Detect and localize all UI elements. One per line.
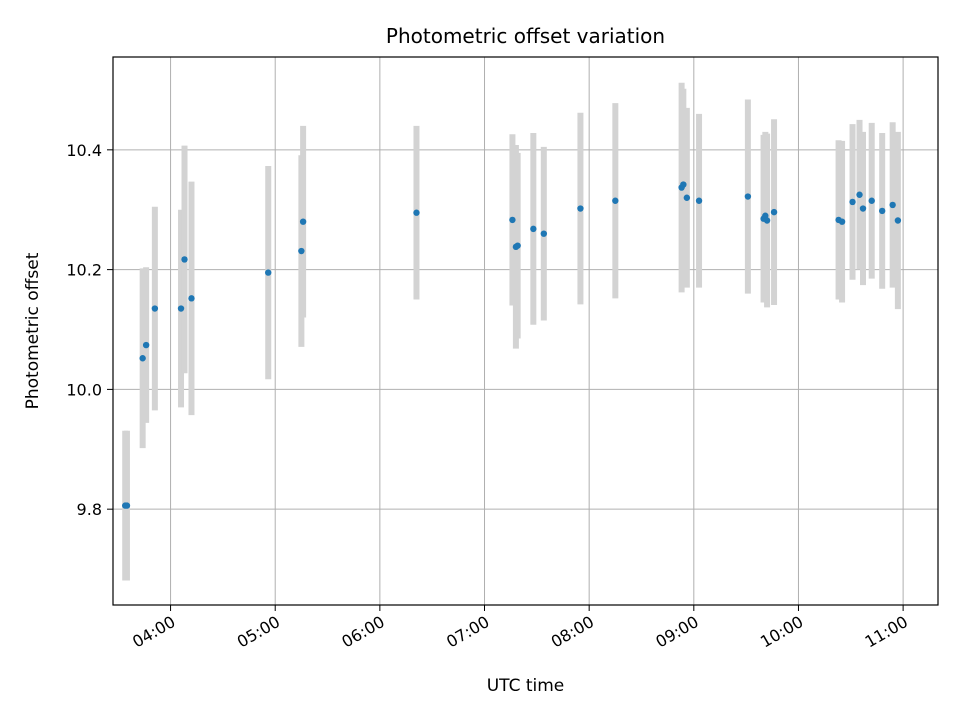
- data-point: [265, 269, 272, 276]
- data-point: [856, 191, 863, 198]
- grid: [113, 57, 938, 605]
- data-point: [540, 230, 548, 237]
- x-tick-label: 04:00: [129, 612, 178, 652]
- data-points: [122, 181, 902, 509]
- data-point: [859, 205, 867, 212]
- data-point: [299, 218, 307, 225]
- data-point: [878, 207, 886, 215]
- x-tick-label: 10:00: [757, 612, 806, 652]
- data-point: [151, 305, 159, 312]
- y-axis-ticks: 9.8 10.0 10.2 10.4: [66, 141, 113, 519]
- data-point: [577, 205, 584, 212]
- data-point: [413, 209, 420, 216]
- data-point: [612, 197, 619, 204]
- data-point: [849, 198, 856, 206]
- x-tick-label: 11:00: [862, 612, 911, 652]
- data-point: [509, 216, 516, 224]
- x-tick-label: 05:00: [234, 612, 283, 652]
- data-point: [188, 295, 195, 302]
- x-tick-label: 06:00: [338, 612, 387, 652]
- y-axis-title: Photometric offset: [23, 252, 43, 409]
- data-point: [763, 217, 771, 224]
- data-point: [838, 218, 846, 225]
- y-tick-label: 10.2: [66, 261, 102, 280]
- x-tick-label: 08:00: [548, 612, 597, 652]
- data-point: [868, 197, 875, 204]
- x-axis-ticks: 04:00 05:00 06:00 07:00 08:00 09:00 10:00 11:00: [129, 605, 911, 652]
- plot-frame: [112, 56, 939, 606]
- y-tick-label: 10.0: [66, 380, 102, 399]
- data-point: [683, 194, 691, 201]
- data-point: [123, 502, 131, 509]
- data-point: [142, 341, 150, 349]
- x-tick-label: 09:00: [652, 612, 701, 652]
- chart-title: Photometric offset variation: [386, 24, 665, 48]
- y-tick-label: 10.4: [66, 141, 102, 160]
- data-point: [770, 208, 778, 216]
- data-point: [139, 355, 146, 362]
- data-point: [514, 242, 521, 249]
- data-point: [177, 305, 185, 312]
- data-point: [181, 256, 188, 263]
- data-point: [530, 225, 537, 233]
- y-tick-label: 9.8: [77, 500, 102, 519]
- error-bars: [122, 82, 901, 581]
- data-point: [298, 247, 305, 255]
- data-point: [894, 217, 902, 224]
- data-point: [744, 193, 752, 200]
- data-point: [695, 197, 703, 204]
- x-tick-label: 07:00: [443, 612, 492, 652]
- x-axis-title: UTC time: [487, 676, 565, 696]
- data-point: [889, 201, 896, 209]
- data-point: [680, 181, 687, 188]
